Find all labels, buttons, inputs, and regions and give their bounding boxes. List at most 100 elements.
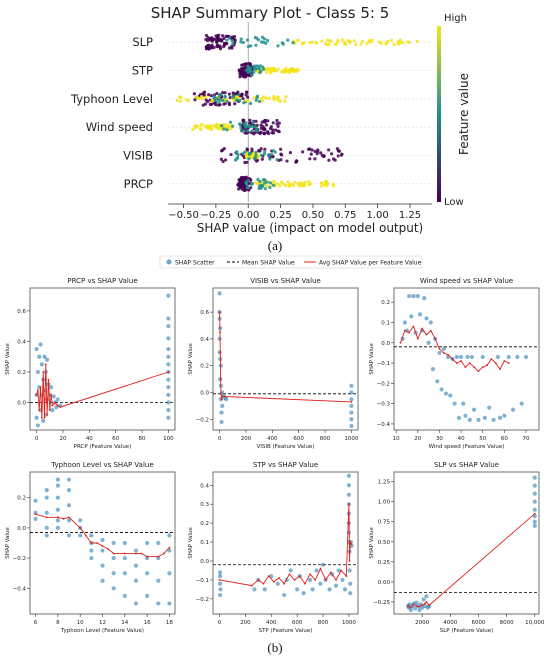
y-tick-label: −0.3 — [377, 402, 391, 408]
scatter-point — [66, 477, 72, 482]
summary-point — [252, 70, 256, 74]
summary-point — [205, 100, 210, 104]
avg-shap-point — [324, 579, 327, 581]
x-tick-label: 1000 — [344, 436, 358, 442]
avg-shap-point — [412, 325, 415, 328]
avg-shap-point — [288, 573, 291, 576]
summary-point — [276, 95, 280, 99]
scatter-point — [439, 387, 444, 392]
summary-point — [236, 153, 240, 157]
scatter-point — [430, 367, 436, 372]
y-tick-label: 0.6 — [200, 310, 209, 316]
summary-point — [273, 97, 277, 101]
x-tick-label: 14 — [121, 620, 128, 626]
summary-point — [246, 95, 250, 99]
summary-point — [359, 42, 363, 46]
scatter-point — [349, 390, 354, 395]
summary-point — [239, 68, 243, 72]
scatter-point — [415, 294, 420, 299]
summary-point — [415, 39, 419, 43]
summary-point — [279, 152, 283, 156]
x-tick-label: 400 — [266, 620, 277, 626]
scatter-point — [288, 568, 293, 573]
summary-point — [214, 34, 218, 38]
summary-point — [342, 40, 347, 44]
summary-point — [248, 66, 252, 70]
summary-point — [262, 119, 266, 123]
summary-point — [309, 152, 313, 156]
avg-shap-point — [48, 409, 51, 412]
summary-point — [271, 183, 276, 187]
scatter-point — [422, 296, 427, 301]
avg-shap-point — [223, 395, 226, 398]
summary-x-tick-label: 0.50 — [302, 210, 324, 221]
summary-point — [313, 157, 317, 161]
x-tick-label: 10 — [393, 436, 400, 442]
summary-point — [246, 186, 250, 190]
scatter-point — [318, 581, 323, 586]
avg-shap-point — [494, 362, 497, 364]
avg-shap-point — [464, 366, 467, 369]
scatter-point — [44, 533, 49, 538]
x-tick-label: 0 — [35, 436, 39, 442]
summary-point — [230, 38, 234, 43]
avg-shap-point — [424, 602, 426, 605]
summary-point — [365, 41, 369, 46]
scatter-point — [346, 473, 352, 478]
summary-point — [331, 182, 336, 187]
subplot-title: PRCP vs SHAP Value — [67, 277, 137, 285]
avg-shap-point — [314, 579, 317, 581]
avg-shap-point — [486, 364, 488, 366]
summary-point — [225, 38, 229, 42]
scatter-point — [414, 600, 419, 605]
avg-shap-point — [408, 331, 411, 334]
avg-shap-point — [349, 541, 352, 543]
scatter-point — [166, 293, 171, 298]
avg-shap-point — [39, 386, 42, 389]
scatter-point — [111, 586, 116, 591]
x-tick-label: 16 — [144, 620, 151, 626]
summary-point — [249, 186, 253, 190]
scatter-point — [424, 316, 429, 321]
scatter-point — [295, 587, 300, 592]
avg-shap-point — [421, 327, 424, 330]
x-tick-label: 100 — [163, 436, 174, 442]
scatter-point — [167, 548, 172, 553]
avg-shap-point — [425, 333, 428, 336]
scatter-point — [44, 510, 49, 515]
summary-point — [297, 184, 301, 188]
summary-row-prcp: PRCP — [124, 175, 432, 193]
summary-point — [401, 40, 405, 45]
summary-point — [329, 152, 334, 156]
summary-point — [191, 127, 195, 132]
scatter-point — [166, 408, 171, 413]
y-tick-label: 1.00 — [378, 500, 391, 506]
scatter-point — [219, 410, 224, 415]
scatter-point — [89, 533, 94, 538]
summary-point — [250, 129, 254, 133]
summary-point — [284, 95, 288, 99]
legend-scatter-marker — [166, 259, 172, 265]
scatter-point — [275, 581, 280, 586]
summary-x-tick-label: 0.25 — [269, 210, 291, 221]
x-tick-label: 40 — [86, 436, 93, 442]
avg-shap-point — [44, 363, 47, 366]
x-tick-label: 30 — [436, 436, 443, 442]
scatter-point — [349, 397, 354, 402]
scatter-point — [33, 510, 38, 515]
scatter-point — [100, 537, 105, 543]
scatter-point — [417, 607, 422, 613]
summary-point — [389, 38, 394, 42]
scatter-point — [100, 563, 105, 568]
scatter-point — [122, 540, 127, 546]
avg-shap-point — [218, 311, 221, 314]
summary-point — [207, 124, 211, 129]
scatter-point — [480, 354, 485, 360]
summary-point — [284, 183, 288, 188]
avg-shap-point — [447, 354, 450, 356]
summary-point — [178, 95, 182, 99]
summary-point — [204, 45, 208, 49]
scatter-point — [340, 577, 345, 583]
